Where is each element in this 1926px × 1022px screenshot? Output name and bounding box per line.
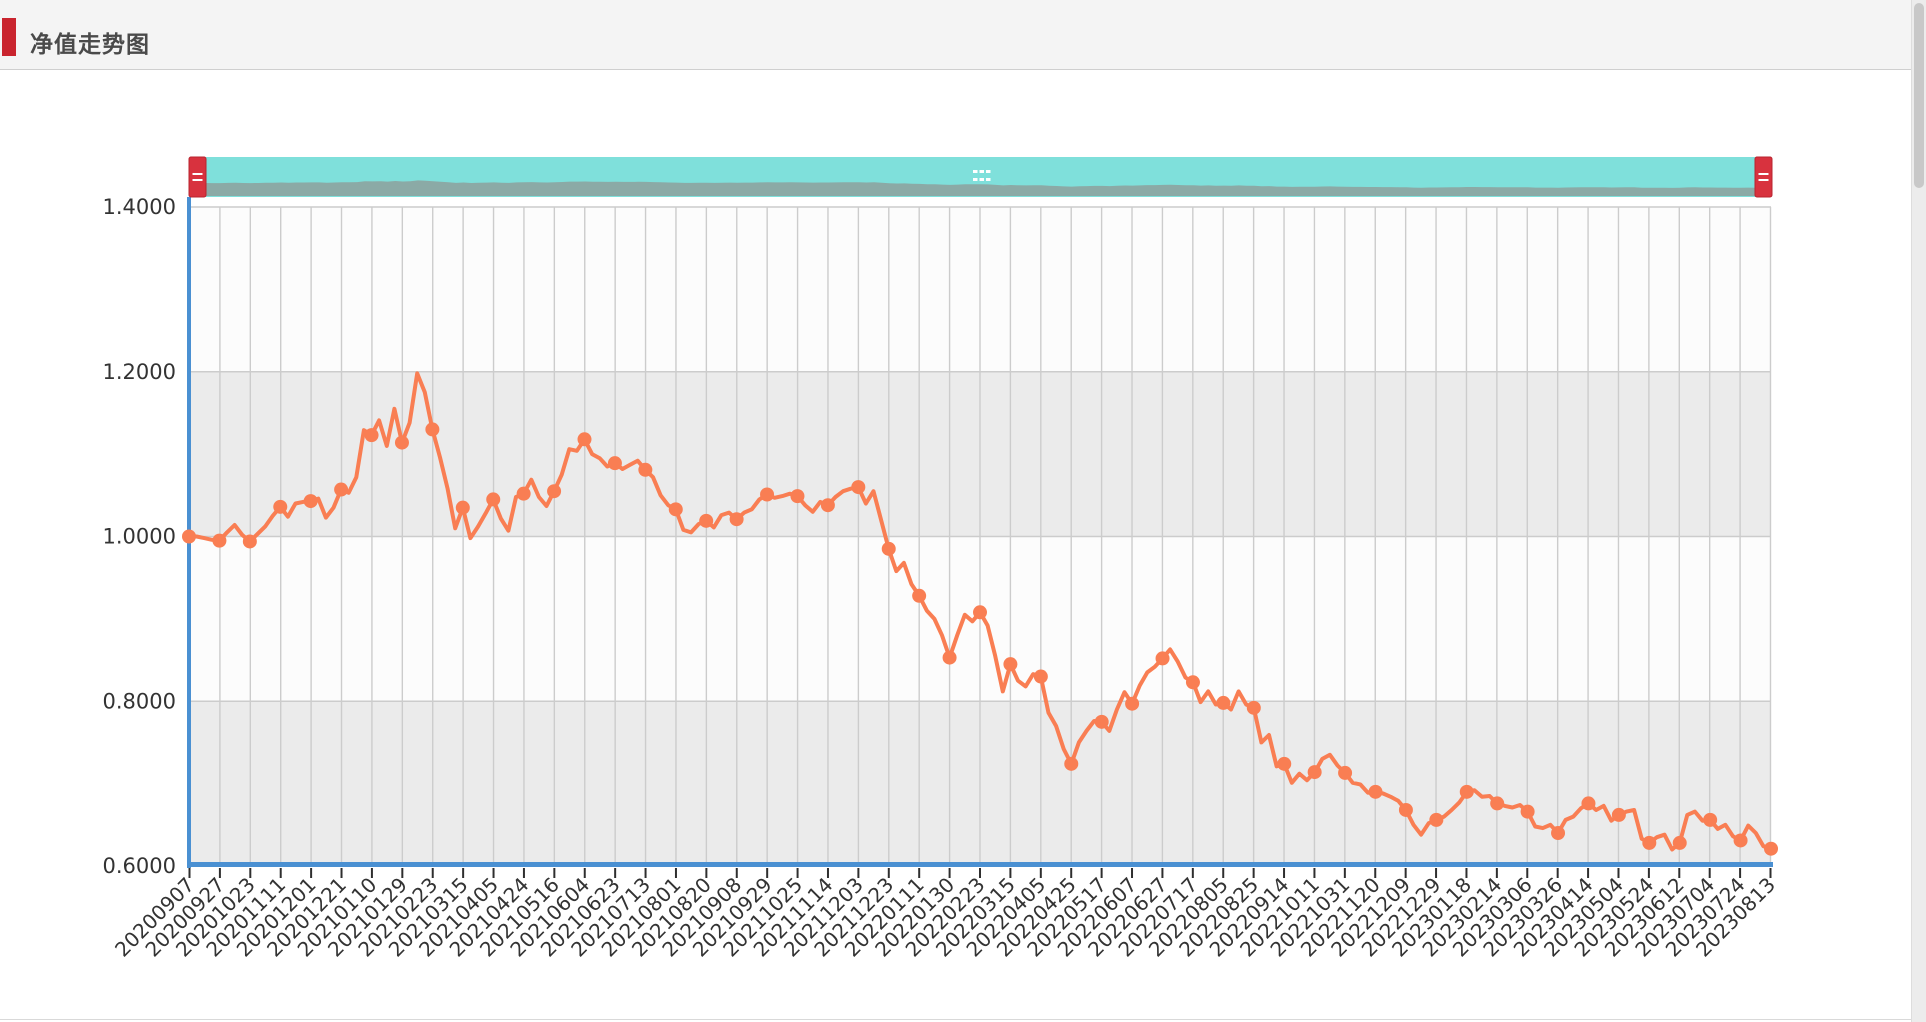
series-marker bbox=[425, 422, 440, 437]
series-marker bbox=[212, 533, 227, 548]
series-marker bbox=[577, 432, 592, 447]
datazoom-grip-dot[interactable] bbox=[986, 170, 991, 173]
series-marker bbox=[1611, 807, 1626, 822]
series-marker bbox=[1003, 657, 1018, 672]
page-title: 净值走势图 bbox=[30, 32, 150, 58]
series-marker bbox=[912, 588, 927, 603]
series-marker bbox=[1307, 765, 1322, 780]
y-axis-label: 1.4000 bbox=[103, 195, 176, 219]
series-marker bbox=[1368, 784, 1383, 799]
series-marker bbox=[668, 502, 683, 517]
series-marker bbox=[1490, 796, 1505, 811]
datazoom-handle-right-grip[interactable] bbox=[1758, 173, 1769, 175]
series-marker bbox=[1733, 833, 1748, 848]
series-marker bbox=[1429, 812, 1444, 827]
series-marker bbox=[547, 484, 562, 499]
series-marker bbox=[790, 489, 805, 504]
series-marker bbox=[881, 541, 896, 556]
series-marker bbox=[516, 486, 531, 501]
series-marker bbox=[303, 494, 318, 509]
datazoom-grip-dot[interactable] bbox=[986, 178, 991, 181]
series-marker bbox=[1551, 826, 1566, 841]
series-marker bbox=[607, 456, 622, 471]
series-marker bbox=[364, 428, 379, 443]
y-axis-label: 1.2000 bbox=[103, 360, 176, 384]
page-header: 净值走势图 bbox=[0, 0, 1912, 70]
series-marker bbox=[1703, 812, 1718, 827]
datazoom-handle-right-grip[interactable] bbox=[1758, 179, 1769, 181]
series-marker bbox=[1125, 696, 1140, 711]
series-marker bbox=[1398, 802, 1413, 817]
datazoom-handle-right[interactable] bbox=[1754, 156, 1773, 198]
series-marker bbox=[242, 534, 257, 549]
y-axis-label: 1.0000 bbox=[103, 525, 176, 549]
y-axis-label: 0.8000 bbox=[103, 689, 176, 713]
series-marker bbox=[1216, 695, 1231, 710]
title-accent-bar bbox=[2, 18, 16, 56]
bottom-divider bbox=[0, 1019, 1912, 1020]
series-marker bbox=[1520, 804, 1535, 819]
series-marker bbox=[638, 462, 653, 477]
series-marker bbox=[699, 513, 714, 528]
series-marker bbox=[273, 499, 288, 514]
series-marker bbox=[1277, 756, 1292, 771]
series-marker bbox=[760, 487, 775, 502]
datazoom-handle-left[interactable] bbox=[188, 156, 207, 198]
series-marker bbox=[1672, 835, 1687, 850]
datazoom-grip-dot[interactable] bbox=[973, 178, 978, 181]
series-marker bbox=[1155, 651, 1170, 666]
datazoom-grip-dot[interactable] bbox=[979, 178, 985, 181]
series-marker bbox=[1185, 675, 1200, 690]
series-marker bbox=[729, 512, 744, 527]
datazoom-grip-dot[interactable] bbox=[973, 170, 978, 173]
datazoom-minimap bbox=[190, 180, 1771, 196]
series-marker bbox=[1094, 714, 1109, 729]
series-marker bbox=[1642, 835, 1657, 850]
series-marker bbox=[1459, 784, 1474, 799]
series-marker bbox=[820, 498, 835, 513]
datazoom-grip-dot[interactable] bbox=[979, 170, 985, 173]
series-marker bbox=[334, 482, 349, 497]
datazoom-handle-left-grip[interactable] bbox=[192, 179, 203, 181]
series-marker bbox=[455, 500, 470, 515]
series-marker bbox=[182, 529, 196, 544]
series-marker bbox=[1064, 756, 1079, 771]
series-marker bbox=[486, 492, 501, 507]
series-marker bbox=[973, 605, 987, 620]
series-marker bbox=[1581, 796, 1596, 811]
series-marker bbox=[1246, 700, 1261, 715]
series-marker bbox=[394, 435, 409, 450]
series-marker bbox=[1033, 669, 1048, 684]
netvalue-trend-chart[interactable]: 1.40001.20001.00000.80000.60002020090720… bbox=[0, 70, 1926, 1022]
chart-area: 1.4000 1.2000 1.0000 0.8000 0.6000 20200907 20… bbox=[0, 70, 1912, 1022]
series-marker bbox=[1338, 765, 1353, 780]
page-scrollbar-thumb[interactable] bbox=[1914, 3, 1924, 188]
page-scrollbar[interactable] bbox=[1911, 0, 1926, 1022]
series-marker bbox=[851, 480, 866, 495]
series-marker bbox=[1764, 841, 1778, 856]
datazoom-handle-left-grip[interactable] bbox=[192, 173, 203, 175]
x-axis-line bbox=[189, 862, 1773, 867]
series-marker bbox=[942, 650, 957, 665]
y-axis-label: 0.6000 bbox=[103, 854, 176, 878]
